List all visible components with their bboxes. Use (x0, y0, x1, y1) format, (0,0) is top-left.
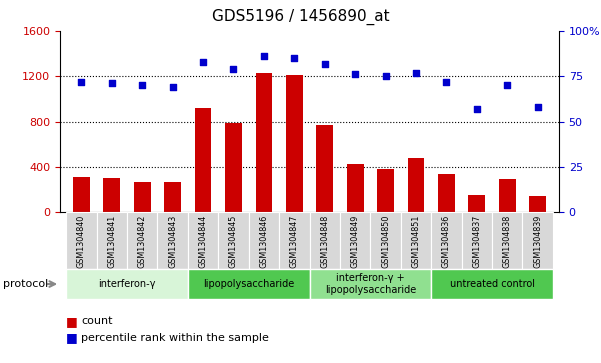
Bar (249, 212, 279, 269)
Bar (407, 158, 424, 212)
Text: GSM1304850: GSM1304850 (381, 215, 390, 268)
Text: ■: ■ (66, 315, 78, 328)
Point (350, 72, 360, 77)
Text: GSM1304841: GSM1304841 (108, 215, 117, 268)
Bar (73, 177, 90, 212)
Bar (286, 75, 303, 212)
Bar (377, 169, 394, 212)
Text: protocol: protocol (3, 279, 48, 289)
Text: GSM1304847: GSM1304847 (290, 215, 299, 268)
Bar (279, 212, 310, 269)
Text: GSM1304845: GSM1304845 (229, 215, 238, 268)
Text: interferon-γ +
lipopolysaccharide: interferon-γ + lipopolysaccharide (325, 273, 416, 295)
Point (472, 106, 481, 112)
Bar (103, 178, 120, 212)
Text: GSM1304843: GSM1304843 (168, 215, 177, 268)
Bar (225, 123, 242, 212)
Text: GSM1304844: GSM1304844 (198, 215, 207, 268)
Text: count: count (81, 316, 112, 326)
Point (290, 55, 299, 61)
Bar (97, 212, 127, 269)
Bar (164, 182, 181, 212)
Text: GSM1304849: GSM1304849 (350, 215, 359, 268)
Point (533, 104, 543, 110)
Bar (127, 212, 157, 269)
Text: GDS5196 / 1456890_at: GDS5196 / 1456890_at (212, 9, 389, 25)
Point (107, 81, 117, 86)
Point (259, 53, 269, 59)
Text: percentile rank within the sample: percentile rank within the sample (81, 333, 269, 343)
Point (198, 59, 208, 65)
Bar (499, 179, 516, 212)
Point (502, 82, 512, 88)
Bar (370, 212, 401, 269)
Bar (316, 125, 333, 212)
Bar (401, 212, 431, 269)
Text: lipopolysaccharide: lipopolysaccharide (203, 279, 294, 289)
Text: GSM1304837: GSM1304837 (472, 215, 481, 268)
Bar (255, 73, 272, 212)
Bar (438, 174, 455, 212)
Bar (468, 195, 485, 212)
Text: ■: ■ (66, 331, 78, 344)
Bar (134, 182, 151, 212)
Bar (310, 212, 340, 269)
Bar (522, 212, 553, 269)
Text: GSM1304836: GSM1304836 (442, 215, 451, 268)
Text: GSM1304848: GSM1304848 (320, 215, 329, 268)
Bar (492, 212, 522, 269)
Bar (157, 212, 188, 269)
Text: GSM1304838: GSM1304838 (502, 215, 511, 268)
Bar (218, 212, 249, 269)
Point (381, 73, 391, 79)
Bar (195, 108, 212, 212)
Text: GSM1304840: GSM1304840 (77, 215, 86, 268)
Text: untreated control: untreated control (450, 279, 534, 289)
Point (76, 79, 86, 85)
Bar (66, 269, 188, 299)
Point (138, 82, 147, 88)
Text: GSM1304851: GSM1304851 (412, 215, 421, 268)
Bar (462, 212, 492, 269)
Text: interferon-γ: interferon-γ (99, 279, 156, 289)
Point (442, 79, 451, 85)
Bar (431, 212, 462, 269)
Bar (310, 269, 431, 299)
Point (228, 66, 238, 72)
Point (411, 70, 421, 76)
Text: GSM1304846: GSM1304846 (260, 215, 269, 268)
Bar (66, 212, 97, 269)
Text: GSM1304839: GSM1304839 (533, 215, 542, 268)
Bar (188, 269, 310, 299)
Bar (529, 196, 546, 212)
Point (168, 84, 177, 90)
Bar (431, 269, 553, 299)
Point (320, 61, 329, 66)
Bar (347, 164, 364, 212)
Text: GSM1304842: GSM1304842 (138, 215, 147, 268)
Bar (340, 212, 370, 269)
Bar (188, 212, 218, 269)
